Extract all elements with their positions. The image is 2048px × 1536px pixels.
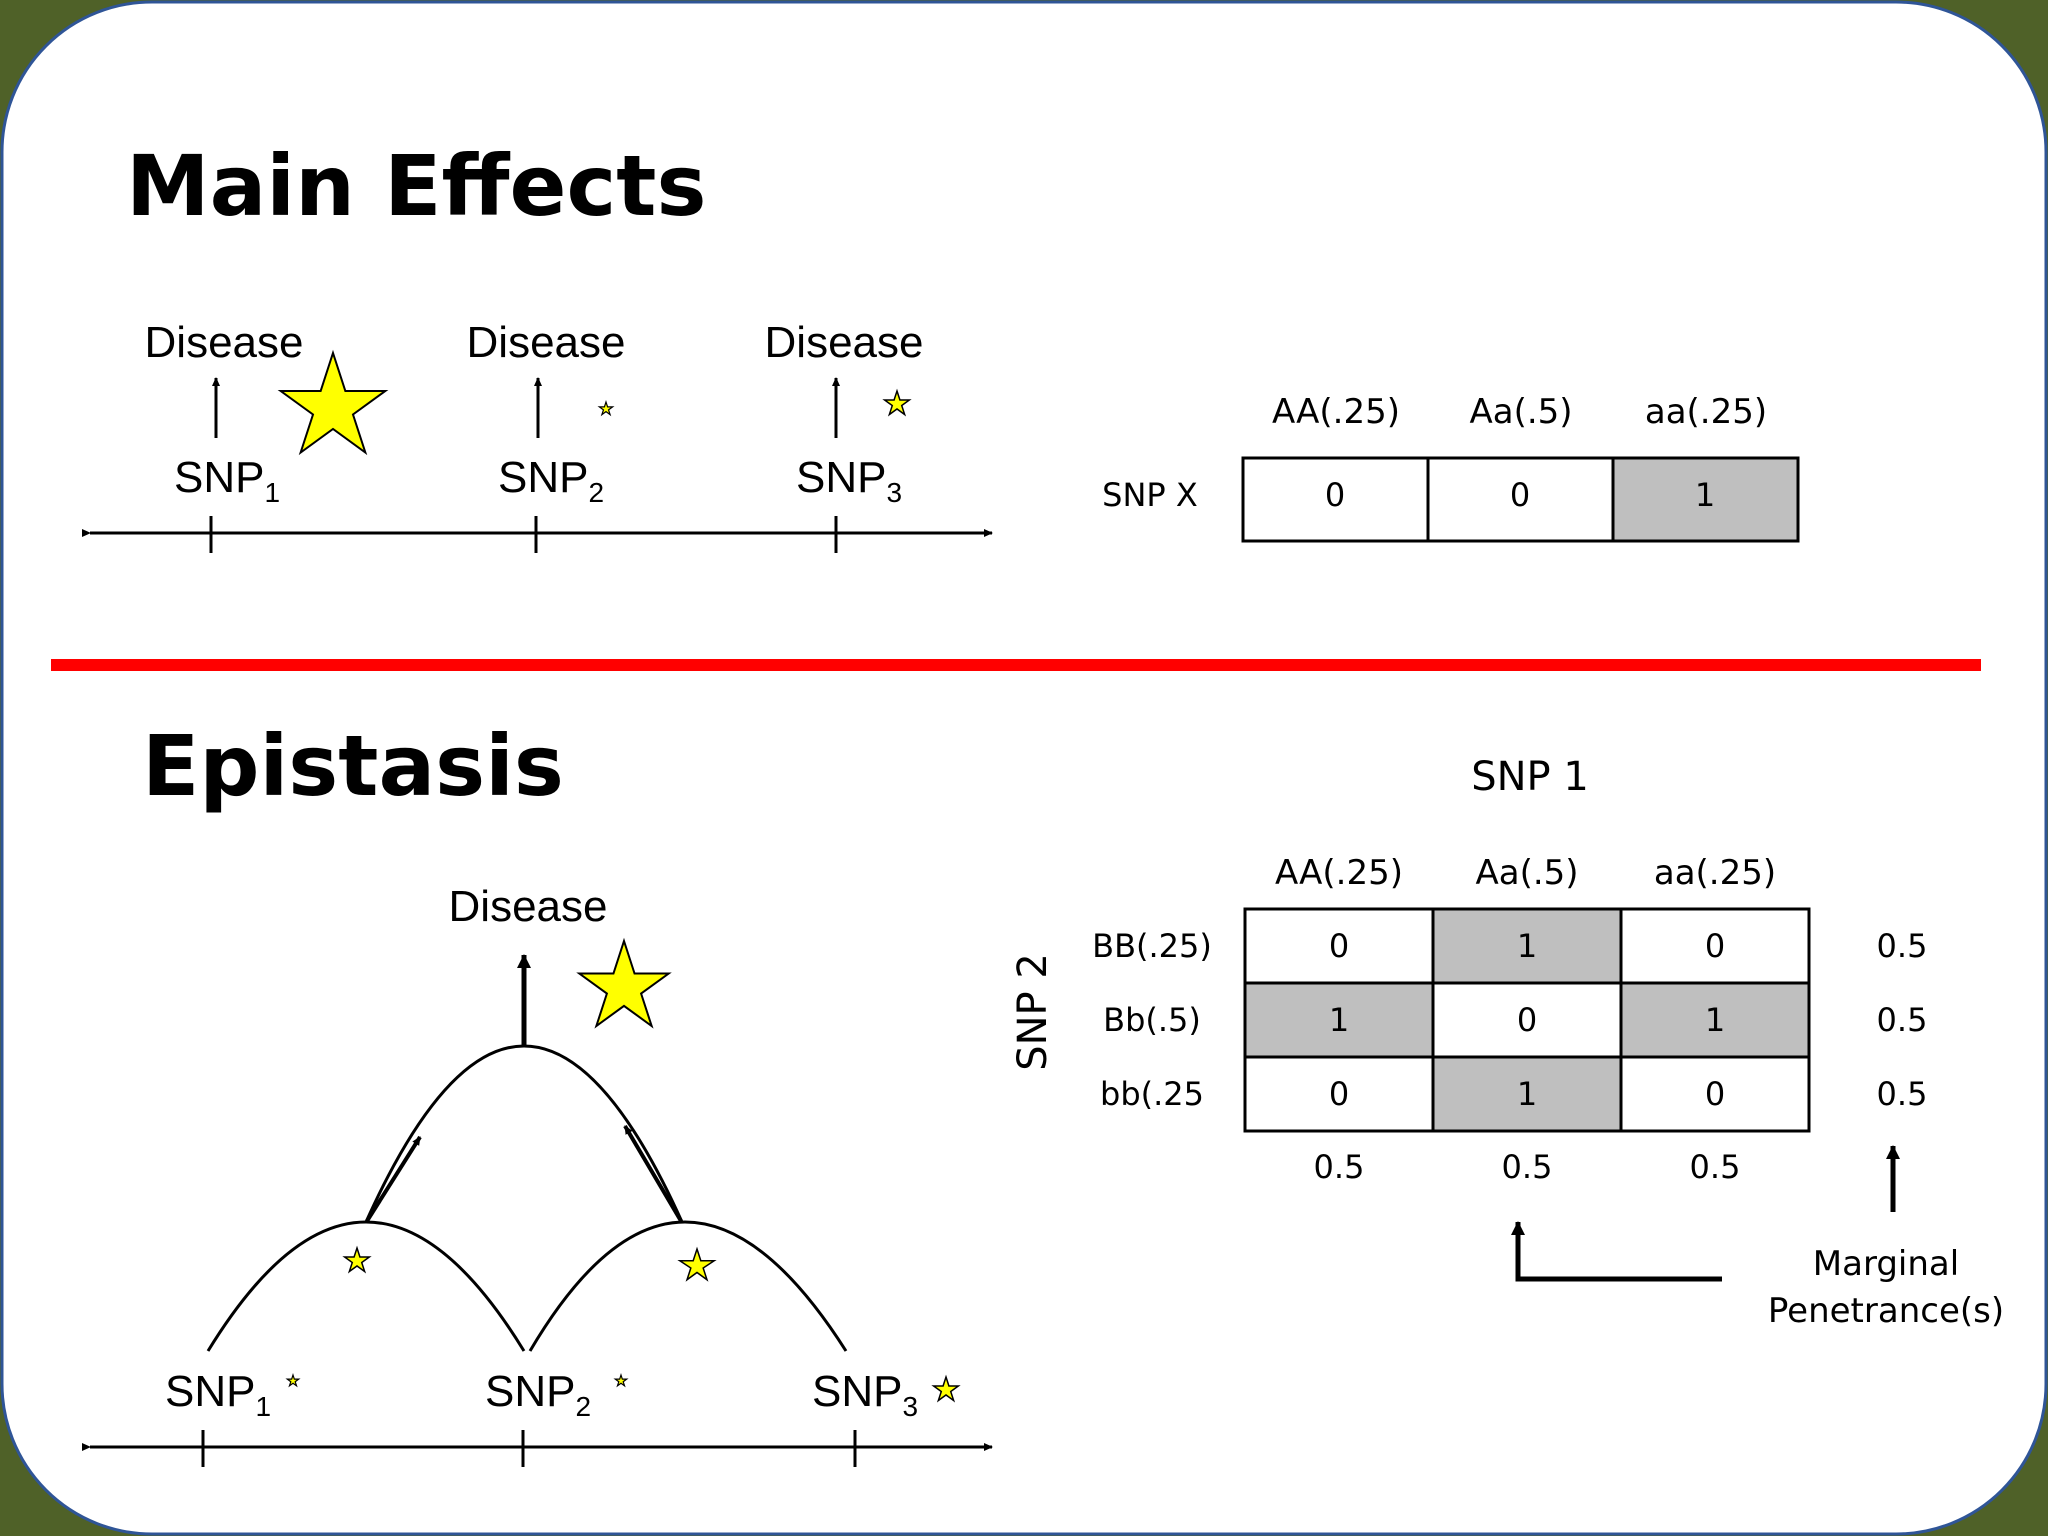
- up-arrow-icon: [365, 1135, 422, 1223]
- main-table-row-label: SNP X: [1102, 476, 1198, 514]
- up-arrow-icon: [623, 1124, 683, 1223]
- epistasis-cell: [1243, 981, 1435, 1059]
- column-marginal-3: 0.5: [1690, 1148, 1741, 1186]
- epistasis-cell-value: 0: [1705, 927, 1725, 965]
- main-disease-label-1: Disease: [145, 318, 304, 367]
- main-table-cell-3: [1611, 456, 1800, 543]
- marginal-caption-line2: Penetrance(s): [1768, 1291, 2004, 1331]
- main-table-col-header-1: AA(.25): [1272, 392, 1400, 432]
- main-snp-label-1: SNP1: [174, 453, 280, 508]
- star-icon: [931, 1374, 961, 1403]
- epistasis-cell-value: 0: [1705, 1075, 1725, 1113]
- column-marginal-1: 0.5: [1314, 1148, 1365, 1186]
- epistasis-row-label-3: bb(.25: [1100, 1075, 1204, 1113]
- row-marginal-1: 0.5: [1877, 927, 1928, 965]
- epistasis-cell-value: 0: [1329, 927, 1349, 965]
- epistasis-col-header-3: aa(.25): [1654, 853, 1776, 893]
- epistasis-title: Epistasis: [142, 717, 564, 815]
- epistasis-cell-value: 1: [1517, 1075, 1537, 1113]
- epistasis-snp-label-3: SNP3: [812, 1367, 918, 1422]
- marginal-caption-line1: Marginal: [1813, 1244, 1959, 1284]
- epistasis-col-header-1: AA(.25): [1275, 853, 1403, 893]
- epistasis-cell: [1243, 907, 1435, 985]
- main-table-col-header-3: aa(.25): [1645, 392, 1767, 432]
- main-effects-title: Main Effects: [126, 137, 706, 235]
- star-icon: [882, 388, 912, 417]
- epistasis-cell: [1619, 1055, 1811, 1133]
- main-table-col-header-2: Aa(.5): [1469, 392, 1572, 432]
- epistasis-cell-value: 1: [1705, 1001, 1725, 1039]
- main-snp-label-2: SNP2: [498, 453, 604, 508]
- column-marginal-2: 0.5: [1502, 1148, 1553, 1186]
- star-icon: [342, 1245, 372, 1274]
- interaction-curve-left: [206, 1220, 526, 1352]
- epistasis-row-label-2: Bb(.5): [1103, 1001, 1201, 1039]
- epistasis-cell: [1431, 981, 1623, 1059]
- epistasis-col-header-2: Aa(.5): [1475, 853, 1578, 893]
- main-table-value-1: 0: [1325, 476, 1345, 514]
- epistasis-disease-label: Disease: [449, 882, 608, 931]
- star-icon: [277, 349, 389, 456]
- star-icon: [677, 1246, 717, 1282]
- column-marginal-arrow: [1511, 1221, 1722, 1282]
- epistasis-row-title: SNP 2: [1010, 953, 1056, 1071]
- epistasis-snp-label-1: SNP1: [165, 1367, 271, 1422]
- main-disease-label-3: Disease: [765, 318, 924, 367]
- interaction-curve-top: [364, 1044, 684, 1223]
- epistasis-cell-value: 1: [1329, 1001, 1349, 1039]
- star-icon: [285, 1373, 301, 1388]
- star-icon: [613, 1373, 629, 1388]
- epistasis-cell: [1619, 907, 1811, 985]
- star-icon: [576, 937, 672, 1029]
- epistasis-cell: [1431, 1055, 1623, 1133]
- epistasis-cell: [1619, 981, 1811, 1059]
- interaction-curve-right: [528, 1220, 848, 1352]
- main-snp-label-3: SNP3: [796, 453, 902, 508]
- main-table-value-3: 1: [1695, 476, 1715, 514]
- main-disease-label-2: Disease: [467, 318, 626, 367]
- section-divider: [51, 659, 1981, 671]
- epistasis-snp-label-2: SNP2: [485, 1367, 591, 1422]
- epistasis-row-label-1: BB(.25): [1092, 927, 1212, 965]
- epistasis-cell-value: 1: [1517, 927, 1537, 965]
- epistasis-cell-value: 0: [1329, 1075, 1349, 1113]
- star-icon: [597, 400, 615, 417]
- epistasis-cell-value: 0: [1517, 1001, 1537, 1039]
- main-table-value-2: 0: [1510, 476, 1530, 514]
- row-marginal-3: 0.5: [1877, 1075, 1928, 1113]
- row-marginal-2: 0.5: [1877, 1001, 1928, 1039]
- epistasis-col-title: SNP 1: [1471, 754, 1589, 800]
